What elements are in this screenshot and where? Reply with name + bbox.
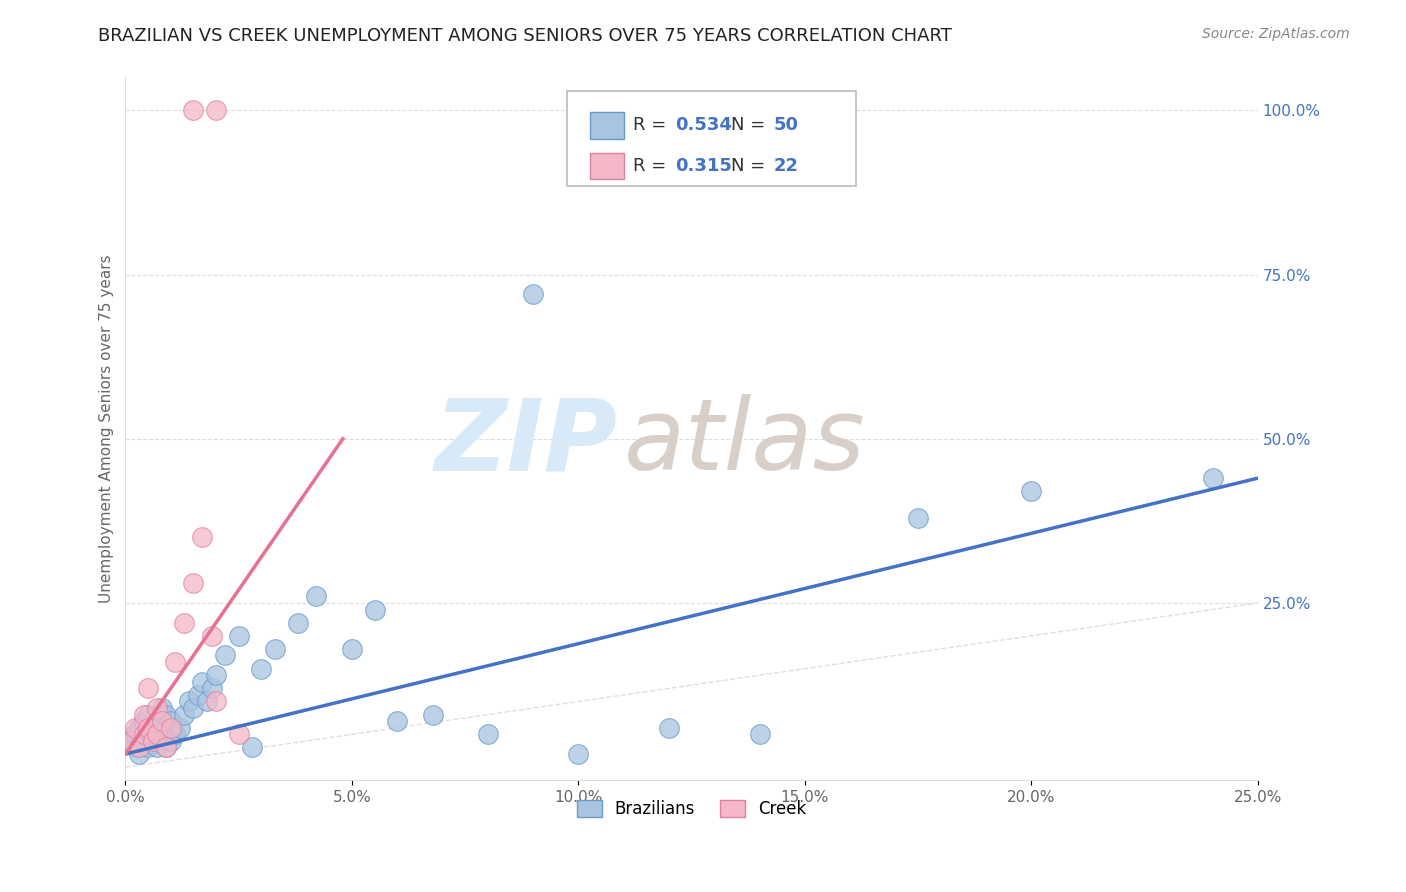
Point	[205, 694, 228, 708]
Point	[142, 721, 165, 735]
Point	[159, 734, 181, 748]
Point	[124, 727, 146, 741]
Text: 0.315: 0.315	[675, 157, 731, 175]
Point	[142, 734, 165, 748]
Point	[132, 714, 155, 728]
Point	[169, 721, 191, 735]
Point	[183, 576, 205, 591]
Point	[146, 740, 169, 755]
Text: atlas: atlas	[624, 394, 865, 491]
FancyBboxPatch shape	[567, 92, 856, 186]
Point	[155, 740, 177, 755]
Point	[250, 662, 273, 676]
Point	[187, 688, 209, 702]
Point	[146, 714, 169, 728]
Point	[264, 641, 287, 656]
Legend: Brazilians, Creek: Brazilians, Creek	[569, 793, 814, 825]
Point	[136, 681, 159, 696]
Point	[118, 734, 141, 748]
Point	[748, 727, 770, 741]
Text: 50: 50	[773, 117, 799, 135]
Point	[183, 701, 205, 715]
Point	[1021, 484, 1043, 499]
Point	[136, 740, 159, 755]
Point	[136, 707, 159, 722]
Text: BRAZILIAN VS CREEK UNEMPLOYMENT AMONG SENIORS OVER 75 YEARS CORRELATION CHART: BRAZILIAN VS CREEK UNEMPLOYMENT AMONG SE…	[98, 27, 952, 45]
Point	[183, 103, 205, 118]
Point	[150, 734, 173, 748]
Point	[205, 103, 228, 118]
Point	[567, 747, 589, 761]
Point	[214, 648, 236, 663]
Point	[305, 590, 328, 604]
Point	[287, 615, 309, 630]
Point	[658, 721, 681, 735]
FancyBboxPatch shape	[589, 112, 624, 139]
Point	[142, 734, 165, 748]
Point	[165, 727, 187, 741]
Point	[191, 530, 214, 544]
Point	[228, 629, 250, 643]
Point	[177, 694, 200, 708]
Point	[128, 721, 150, 735]
Point	[132, 727, 155, 741]
FancyBboxPatch shape	[589, 153, 624, 179]
Point	[477, 727, 499, 741]
Text: N =: N =	[731, 117, 772, 135]
Point	[200, 629, 222, 643]
Point	[128, 747, 150, 761]
Point	[132, 707, 155, 722]
Point	[907, 510, 929, 524]
Point	[159, 721, 181, 735]
Point	[150, 721, 173, 735]
Point	[132, 734, 155, 748]
Point	[146, 727, 169, 741]
Point	[150, 714, 173, 728]
Point	[228, 727, 250, 741]
Point	[340, 641, 363, 656]
Point	[124, 721, 146, 735]
Point	[522, 287, 544, 301]
Point	[155, 707, 177, 722]
Point	[155, 740, 177, 755]
Point	[128, 740, 150, 755]
Text: N =: N =	[731, 157, 772, 175]
Point	[136, 727, 159, 741]
Text: R =: R =	[633, 157, 672, 175]
Point	[205, 668, 228, 682]
Text: 22: 22	[773, 157, 799, 175]
Text: 0.534: 0.534	[675, 117, 731, 135]
Point	[191, 674, 214, 689]
Point	[1201, 471, 1223, 485]
Point	[159, 714, 181, 728]
Point	[240, 740, 263, 755]
Point	[173, 707, 195, 722]
Y-axis label: Unemployment Among Seniors over 75 years: Unemployment Among Seniors over 75 years	[100, 254, 114, 603]
Point	[118, 734, 141, 748]
Text: R =: R =	[633, 117, 672, 135]
Point	[165, 655, 187, 669]
Point	[136, 721, 159, 735]
Point	[150, 701, 173, 715]
Point	[146, 701, 169, 715]
Point	[387, 714, 409, 728]
Point	[173, 615, 195, 630]
Point	[124, 740, 146, 755]
Text: ZIP: ZIP	[434, 394, 619, 491]
Point	[422, 707, 444, 722]
Point	[195, 694, 218, 708]
Point	[200, 681, 222, 696]
Point	[363, 602, 385, 616]
Text: Source: ZipAtlas.com: Source: ZipAtlas.com	[1202, 27, 1350, 41]
